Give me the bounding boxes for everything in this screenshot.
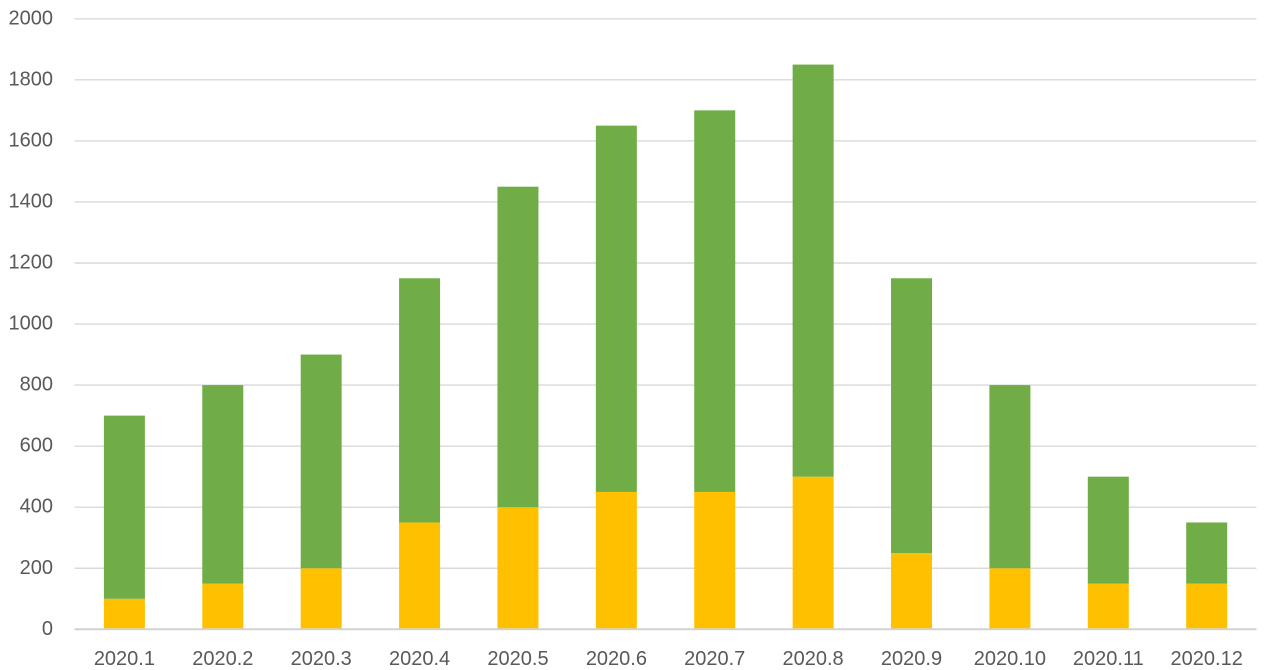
svg-text:200: 200 [20,557,53,579]
svg-text:1000: 1000 [9,313,54,335]
svg-text:1600: 1600 [9,129,54,151]
svg-text:2020.5: 2020.5 [487,648,548,670]
svg-text:2020.1: 2020.1 [94,648,155,670]
svg-text:2020.8: 2020.8 [783,648,844,670]
svg-text:0: 0 [42,618,53,640]
svg-text:1800: 1800 [9,68,54,90]
svg-text:2020.9: 2020.9 [881,648,942,670]
svg-text:2020.11: 2020.11 [1073,648,1144,670]
svg-text:2020.7: 2020.7 [684,648,745,670]
svg-text:2020.2: 2020.2 [192,648,253,670]
svg-text:1200: 1200 [9,252,54,274]
svg-text:2020.4: 2020.4 [389,648,450,670]
svg-text:1400: 1400 [9,190,54,212]
svg-text:2020.12: 2020.12 [1171,648,1243,670]
svg-text:2020.3: 2020.3 [291,648,352,670]
svg-text:800: 800 [20,374,53,396]
svg-text:600: 600 [20,435,53,457]
svg-text:2020.10: 2020.10 [974,648,1046,670]
svg-text:400: 400 [20,496,53,518]
svg-text:2020.6: 2020.6 [586,648,647,670]
svg-text:2000: 2000 [9,7,54,29]
